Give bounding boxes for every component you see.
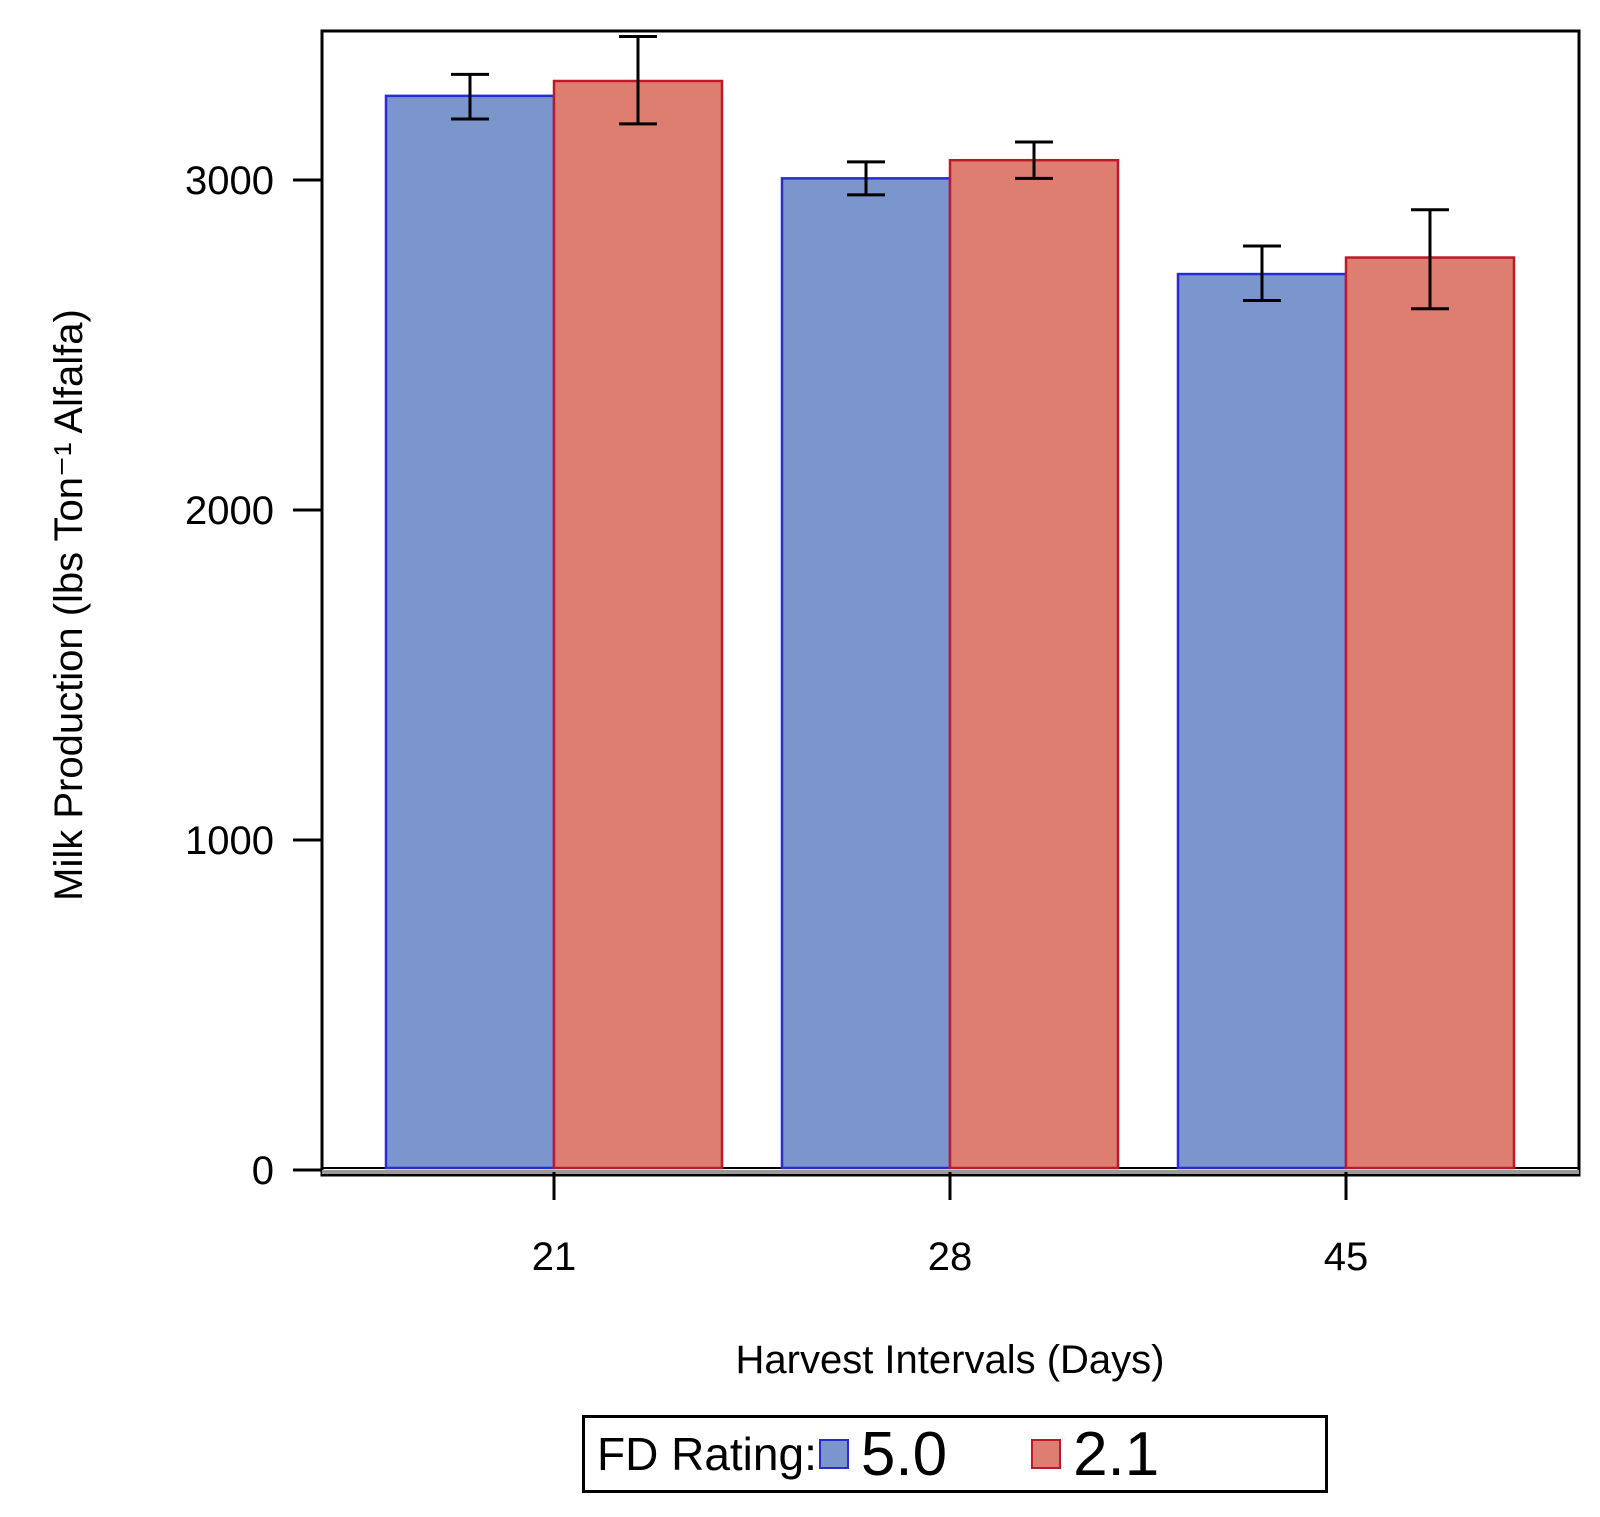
- bar-2-1-45: [1344, 256, 1516, 1170]
- legend-entry-2-1: 2.1: [1031, 1419, 1159, 1490]
- error-bars: [451, 34, 1449, 311]
- error-bar: [1243, 244, 1281, 302]
- y-tick-label: 2000: [185, 489, 274, 533]
- x-axis-title: Harvest Intervals (Days): [736, 1338, 1165, 1382]
- legend-swatch-5-0: [818, 1439, 849, 1469]
- y-axis: 0 1000 2000 3000: [185, 159, 322, 1193]
- bar-5-0-28: [780, 177, 952, 1170]
- y-tick-label: 3000: [185, 159, 274, 203]
- y-tick-label: 1000: [185, 819, 274, 863]
- y-tick-label: 0: [252, 1149, 274, 1193]
- bar-2-1-28: [948, 158, 1120, 1170]
- x-tick-label: 28: [928, 1235, 973, 1279]
- legend-label-2-1: 2.1: [1073, 1419, 1160, 1489]
- legend-swatch-2-1: [1031, 1439, 1062, 1469]
- error-bar: [451, 72, 489, 121]
- x-tick-label: 45: [1324, 1235, 1369, 1279]
- y-axis-title: Milk Production (lbs Ton⁻¹ Alfalfa): [47, 309, 91, 901]
- x-axis: 21 28 45: [532, 1172, 1369, 1279]
- bar-5-0-21: [384, 94, 556, 1170]
- x-tick-label: 21: [532, 1235, 577, 1279]
- bars: [384, 79, 1516, 1170]
- bar-2-1-21: [552, 79, 724, 1170]
- error-bar: [1015, 140, 1053, 180]
- legend: FD Rating: 5.0 2.1: [582, 1415, 1328, 1493]
- legend-title: FD Rating:: [597, 1428, 817, 1480]
- legend-entry-5-0: 5.0: [818, 1419, 948, 1490]
- error-bar: [1411, 208, 1449, 311]
- error-bar: [847, 160, 885, 197]
- legend-label-5-0: 5.0: [860, 1419, 948, 1489]
- error-bar: [619, 34, 657, 126]
- bar-5-0-45: [1176, 272, 1348, 1170]
